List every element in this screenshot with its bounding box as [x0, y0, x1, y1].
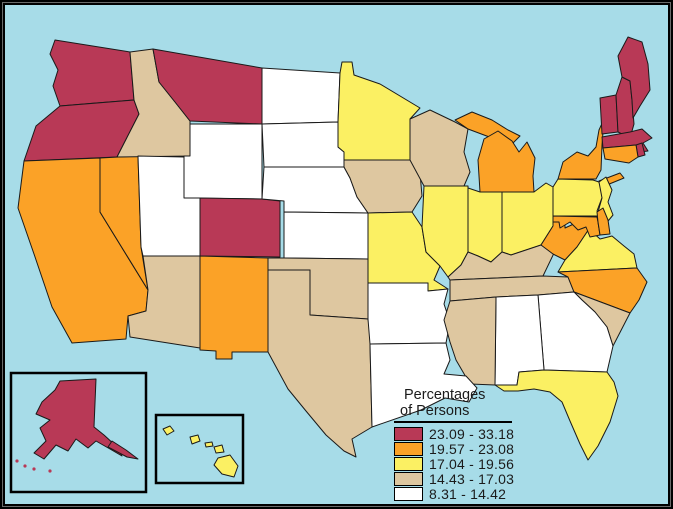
legend-row: 19.57 - 23.08 — [394, 440, 515, 457]
state-texas — [267, 269, 373, 458]
state-pennsylvania — [552, 178, 604, 217]
legend-label-class3: 17.04 - 19.56 — [429, 455, 515, 472]
legend-swatch-class2 — [394, 441, 423, 456]
state-alaska-aleutian-island — [15, 459, 19, 463]
state-arkansas — [367, 282, 451, 345]
legend-row: 23.09 - 33.18 — [394, 425, 515, 442]
legend-swatch-class3 — [394, 456, 423, 471]
legend-rows: 23.09 - 33.18 19.57 - 23.08 17.04 - 19.5… — [394, 425, 515, 502]
state-alaska-aleutian-island — [23, 464, 27, 468]
legend: Percentages of Persons 23.09 - 33.18 19.… — [394, 387, 515, 502]
state-maine — [617, 36, 651, 119]
legend-swatch-class4 — [394, 471, 423, 486]
legend-label-class1: 23.09 - 33.18 — [429, 425, 515, 442]
state-minnesota — [337, 61, 421, 161]
state-hawaii-big-island — [213, 454, 239, 478]
state-louisiana — [369, 342, 478, 428]
state-alaska-aleutian-island — [48, 469, 52, 473]
state-virginia — [557, 228, 638, 273]
legend-row: 14.43 - 17.03 — [394, 470, 515, 487]
hawaii-inset-box — [154, 413, 245, 485]
state-florida — [494, 369, 619, 461]
state-connecticut — [602, 144, 639, 164]
state-alaska-aleutian-island — [32, 467, 36, 471]
legend-title: Percentages of Persons — [394, 387, 512, 423]
state-delaware — [596, 207, 611, 236]
state-south-dakota — [261, 121, 345, 168]
state-kansas — [283, 211, 369, 260]
state-washington — [49, 39, 135, 107]
legend-row: 8.31 - 14.42 — [394, 485, 514, 502]
state-colorado — [199, 197, 281, 258]
legend-label-class2: 19.57 - 23.08 — [429, 440, 515, 457]
legend-label-class4: 14.43 - 17.03 — [429, 470, 515, 487]
state-alaska — [33, 378, 123, 460]
state-michigan — [477, 130, 536, 193]
state-wyoming — [183, 123, 263, 200]
state-hawaii-molokai — [204, 441, 214, 448]
legend-label-class5: 8.31 - 14.42 — [429, 485, 507, 502]
legend-title-line1: Percentages — [404, 387, 486, 403]
state-hawaii-oahu — [189, 434, 201, 445]
state-wisconsin — [409, 109, 471, 187]
state-alaska-panhandle — [107, 440, 139, 460]
state-vermont — [599, 94, 619, 135]
legend-swatch-class5 — [394, 486, 423, 501]
state-hawaii-maui — [213, 444, 225, 454]
state-missouri — [367, 211, 449, 292]
legend-swatch-class1 — [394, 426, 423, 441]
state-mississippi — [443, 296, 497, 386]
state-hawaii-kauai — [162, 425, 175, 436]
legend-row: 17.04 - 19.56 — [394, 455, 515, 472]
legend-title-line2: of Persons — [400, 403, 470, 419]
state-north-dakota — [261, 67, 341, 125]
state-north-carolina — [557, 267, 648, 314]
state-indiana — [467, 187, 503, 263]
state-new-mexico — [199, 255, 269, 360]
alaska-inset-box — [9, 371, 148, 494]
state-new-york — [557, 118, 605, 180]
